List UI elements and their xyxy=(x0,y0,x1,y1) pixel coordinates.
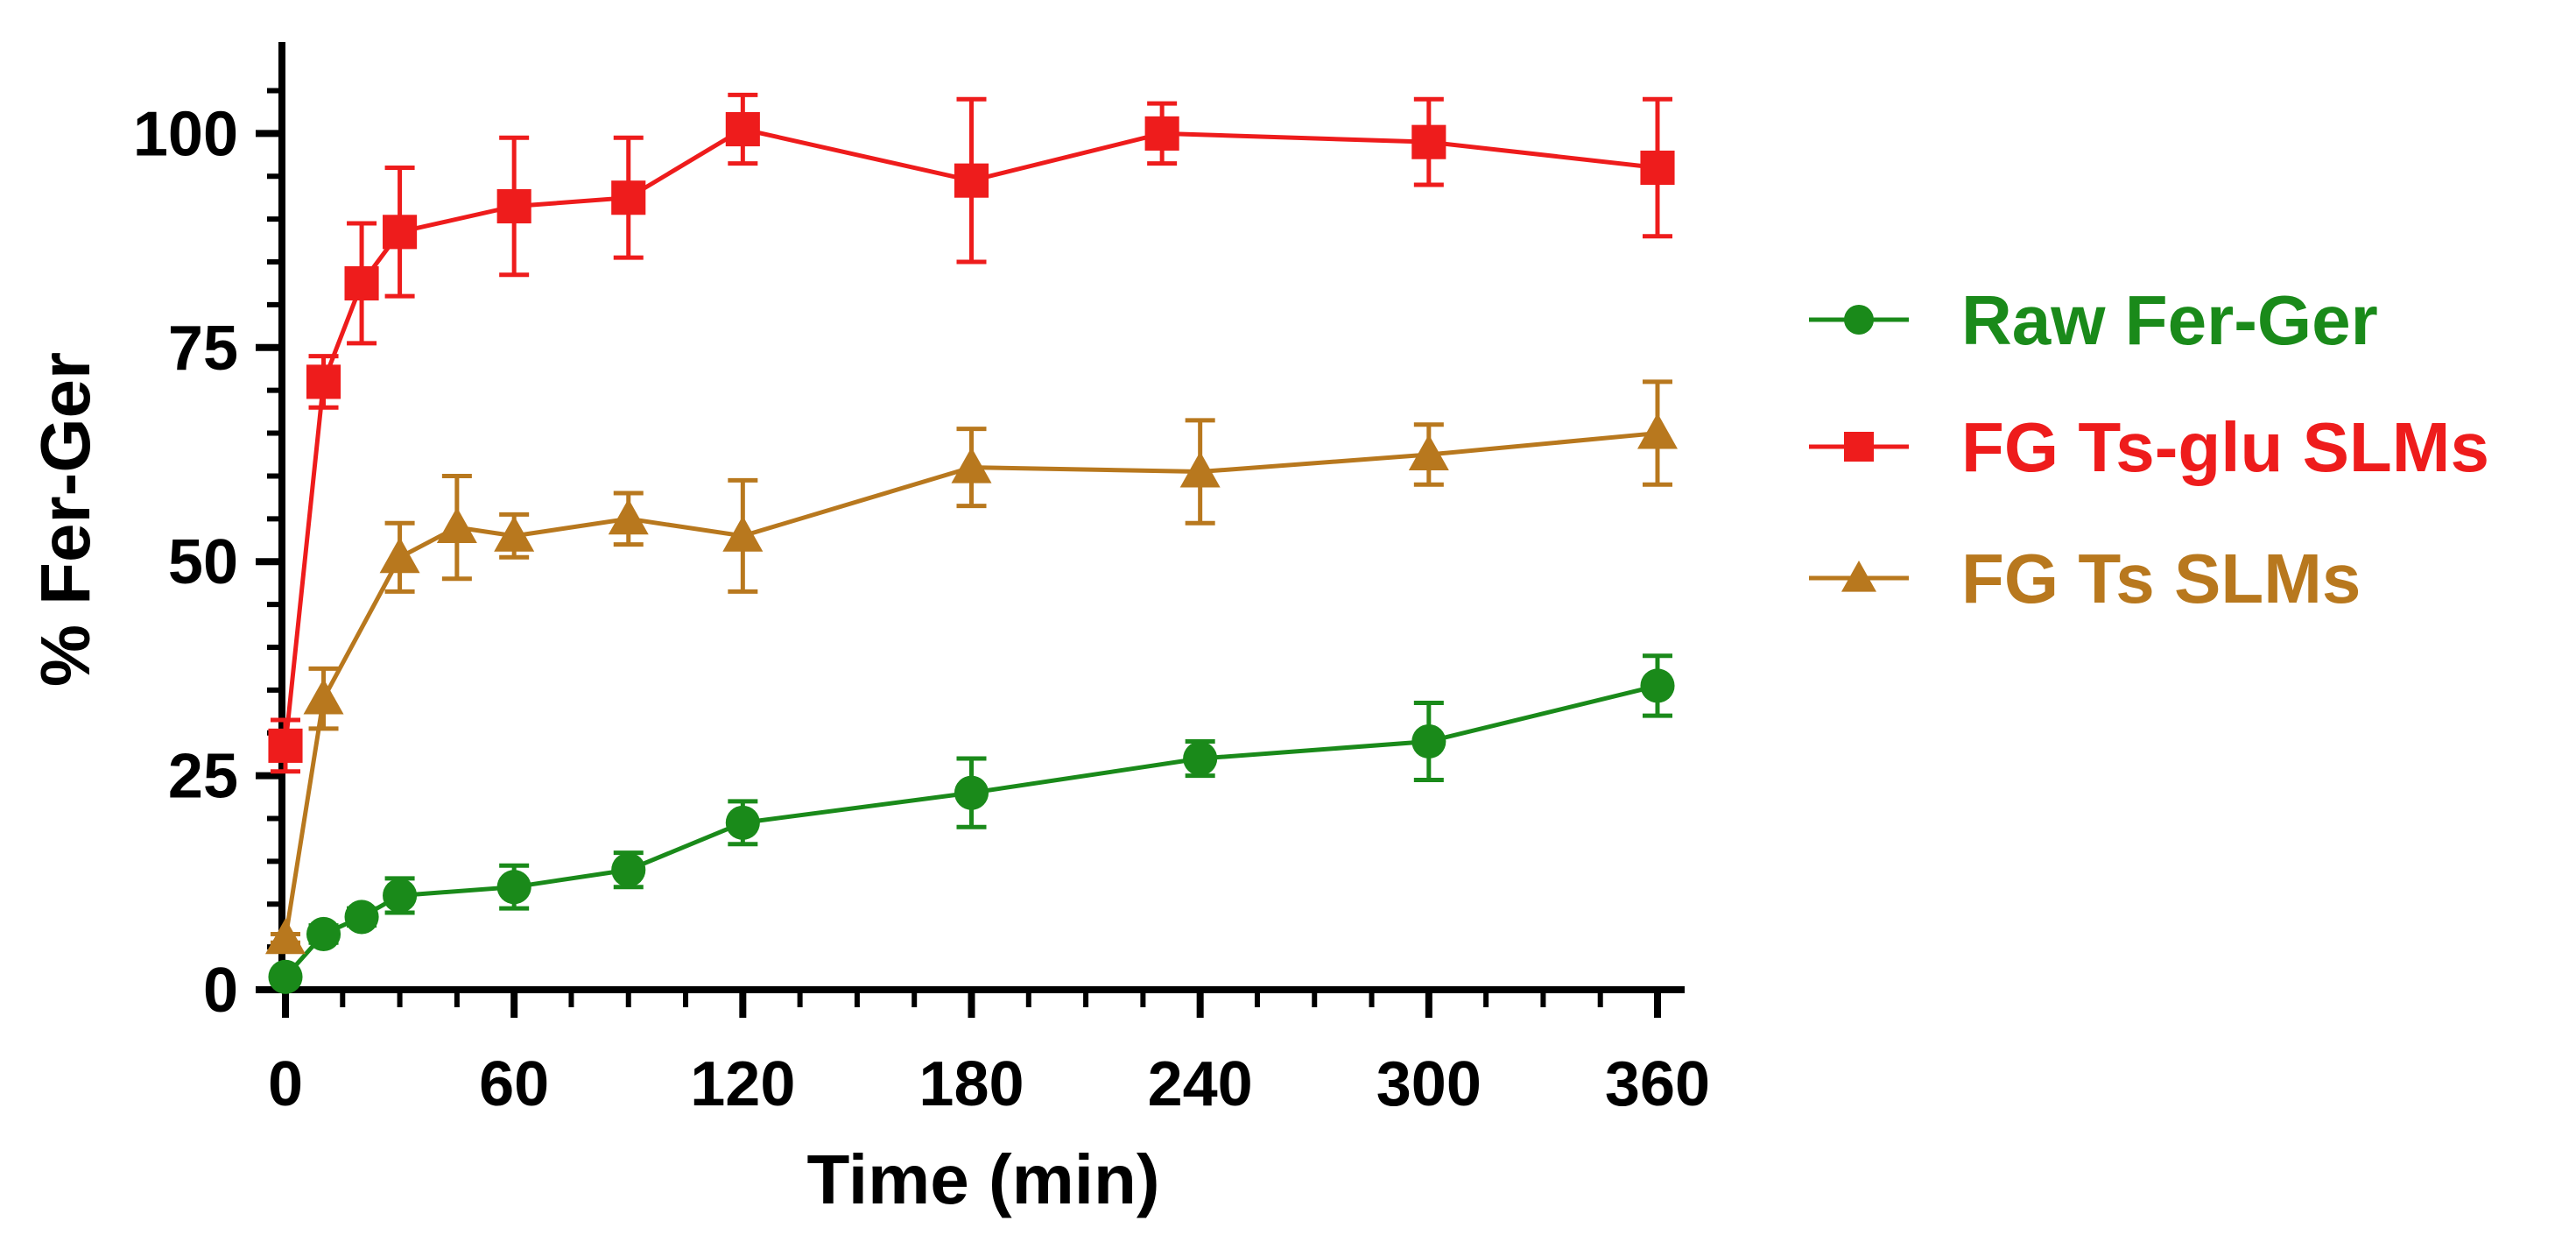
data-point xyxy=(611,852,646,887)
legend-item: Raw Fer-Ger xyxy=(1809,281,2378,359)
data-point xyxy=(1411,124,1446,159)
x-tick-label: 300 xyxy=(1376,1049,1482,1119)
series-line xyxy=(284,683,1658,978)
y-tick-label: 75 xyxy=(168,314,238,384)
series-raw-fer-ger xyxy=(268,653,1675,994)
legend-item: FG Ts SLMs xyxy=(1809,540,2361,617)
y-axis-title: % Fer-Ger xyxy=(26,352,104,687)
y-tick-label: 50 xyxy=(168,527,238,597)
data-point xyxy=(306,916,341,952)
data-point xyxy=(725,111,760,147)
legend: Raw Fer-Ger FG Ts-glu SLMs FG Ts SLMs xyxy=(1809,281,2489,617)
data-point xyxy=(608,498,649,535)
x-tick-label: 60 xyxy=(479,1049,549,1119)
data-point xyxy=(265,918,306,955)
y-tick-label: 25 xyxy=(168,742,238,812)
data-point xyxy=(383,215,418,250)
y-ticks: 0 25 50 75 100 xyxy=(133,88,282,1026)
data-point xyxy=(1144,116,1179,151)
legend-label: Raw Fer-Ger xyxy=(1961,281,2378,359)
data-point xyxy=(496,870,531,905)
x-axis-title: Time (min) xyxy=(806,1140,1159,1218)
data-point xyxy=(1183,741,1218,776)
data-point xyxy=(611,180,646,215)
x-ticks: 0 60 120 180 240 300 360 xyxy=(268,990,1710,1119)
data-point xyxy=(379,537,420,574)
x-tick-label: 0 xyxy=(268,1049,303,1119)
data-point xyxy=(1408,434,1449,470)
data-point xyxy=(303,678,344,715)
series-line xyxy=(283,431,1658,939)
data-point xyxy=(722,515,764,552)
y-tick-label: 100 xyxy=(133,99,238,169)
data-point xyxy=(344,900,379,935)
y-tick-label: 0 xyxy=(203,956,238,1026)
data-point xyxy=(436,507,477,544)
data-point xyxy=(954,775,989,810)
legend-marker xyxy=(1844,432,1874,462)
x-tick-label: 240 xyxy=(1148,1049,1253,1119)
data-point xyxy=(344,265,379,301)
data-point xyxy=(268,728,303,763)
x-tick-label: 120 xyxy=(690,1049,795,1119)
legend-marker xyxy=(1841,561,1876,592)
data-point xyxy=(1637,413,1678,449)
legend-label: FG Ts-glu SLMs xyxy=(1961,408,2489,486)
series-fg-ts-glu-slms xyxy=(268,92,1675,774)
data-point xyxy=(725,805,760,840)
legend-marker xyxy=(1844,305,1874,335)
x-tick-label: 180 xyxy=(918,1049,1024,1119)
data-point xyxy=(1640,150,1675,186)
legend-label: FG Ts SLMs xyxy=(1961,540,2361,617)
series-layer xyxy=(265,92,1678,994)
legend-item: FG Ts-glu SLMs xyxy=(1809,408,2489,486)
x-tick-label: 360 xyxy=(1605,1049,1710,1119)
data-point xyxy=(268,959,303,994)
data-point xyxy=(383,878,418,914)
data-point xyxy=(951,447,992,483)
data-point xyxy=(306,364,341,399)
data-point xyxy=(494,515,535,552)
series-fg-ts-slms xyxy=(265,379,1678,955)
axes: 0 25 50 75 100 0 60 120 180 240 300 360 xyxy=(133,42,1710,1119)
data-point xyxy=(496,188,531,224)
data-point xyxy=(1411,723,1446,759)
data-point xyxy=(1179,451,1221,488)
data-point xyxy=(954,163,989,198)
data-point xyxy=(1640,668,1675,703)
